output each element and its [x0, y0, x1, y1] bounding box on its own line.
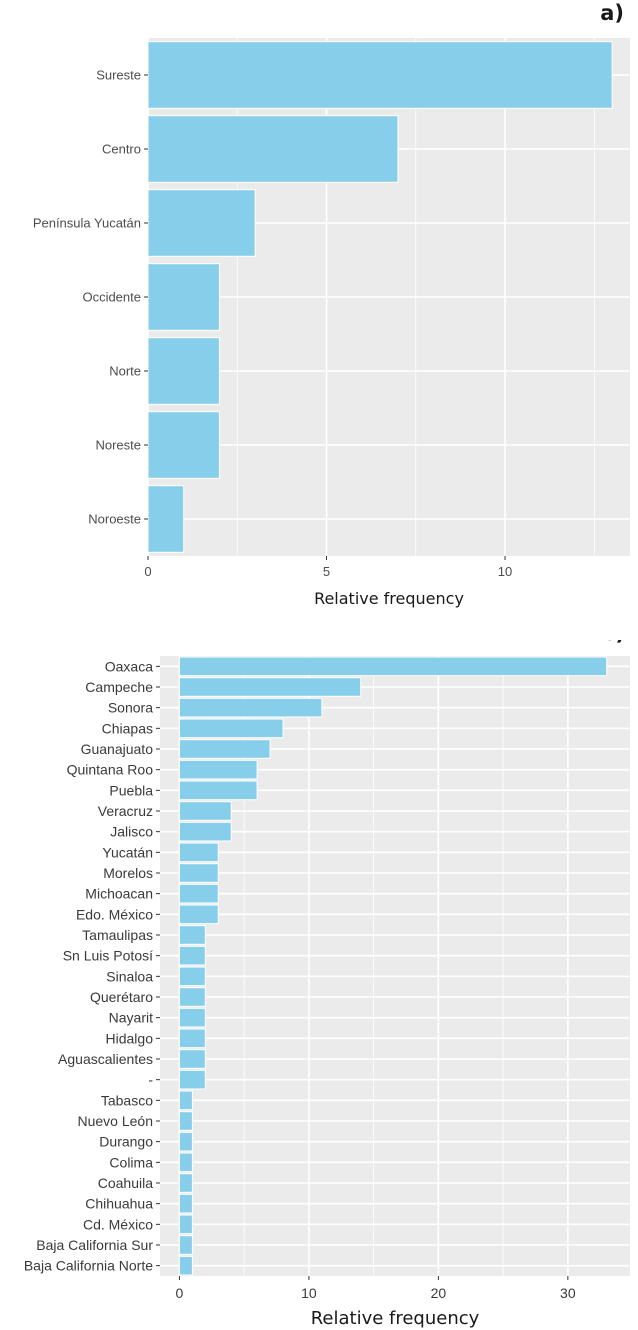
- bar-blank: [178, 1069, 206, 1090]
- bar-coahuila: [178, 1173, 193, 1193]
- bar-noroeste: [147, 485, 185, 553]
- bar-nuevo-leon: [178, 1111, 193, 1131]
- x-tick-label-b-30: 30: [560, 1285, 576, 1301]
- y-tick-label-baja-california-sur: Baja California Sur: [36, 1237, 153, 1253]
- plot-panel-b: [160, 656, 630, 1276]
- bar-centro: [147, 115, 399, 183]
- y-tick-label-colima: Colima: [109, 1154, 153, 1170]
- bar-tamaulipas: [178, 925, 206, 945]
- y-tick-label-veracruz: Veracruz: [98, 803, 153, 819]
- y-tick-label-cd-mexico: Cd. México: [83, 1216, 153, 1232]
- bar-colima: [178, 1152, 193, 1173]
- y-tick-label-nayarit: Nayarit: [109, 1010, 153, 1026]
- bar-durango: [178, 1131, 193, 1152]
- bar-peninsula-yucatan: [147, 189, 256, 257]
- x-tick-label-b-20: 20: [431, 1285, 447, 1301]
- bar-edo-mexico: [178, 904, 219, 925]
- bar-sn-luis-potosi: [178, 945, 206, 966]
- panel-label-b: b): [600, 640, 625, 645]
- bar-nayarit: [178, 1007, 206, 1028]
- chart-panel-b: Oaxaca Campeche Sonora Chiapas Guanajuato Qui…: [0, 640, 638, 1330]
- bar-morelos: [178, 863, 219, 883]
- y-tick-label-norte: Norte: [109, 364, 141, 379]
- panel-label-a: a): [600, 1, 624, 25]
- bar-quintana-roo: [178, 759, 258, 780]
- bar-jalisco: [178, 821, 232, 842]
- y-tick-label-hidalgo: Hidalgo: [106, 1030, 154, 1046]
- y-tick-label-coahuila: Coahuila: [98, 1175, 153, 1191]
- y-tick-label-tamaulipas: Tamaulipas: [82, 927, 153, 943]
- y-tick-label-chiapas: Chiapas: [102, 720, 153, 736]
- x-tick-label-a-10: 10: [498, 564, 512, 579]
- chart-panel-a: Sureste Centro Península Yucatán Occidente N…: [0, 0, 638, 612]
- y-tick-label-sinaloa: Sinaloa: [106, 968, 153, 984]
- y-tick-label-baja-california-norte: Baja California Norte: [24, 1258, 153, 1274]
- bar-hidalgo: [178, 1028, 206, 1049]
- bar-michoacan: [178, 883, 219, 904]
- y-tick-label-michoacan: Michoacan: [85, 886, 153, 902]
- bar-veracruz: [178, 801, 232, 821]
- y-tick-label-sn-luis-potosi: Sn Luis Potosí: [63, 948, 153, 964]
- bar-noreste: [147, 411, 220, 479]
- y-tick-label-noreste: Noreste: [95, 438, 141, 453]
- bar-occidente: [147, 263, 220, 331]
- bar-cd-mexico: [178, 1214, 193, 1235]
- y-tick-label-durango: Durango: [99, 1134, 153, 1150]
- x-tick-label-b-0: 0: [176, 1285, 184, 1301]
- y-tick-label-quintana-roo: Quintana Roo: [67, 762, 154, 778]
- chart-a-svg: Sureste Centro Península Yucatán Occidente N…: [33, 1, 630, 608]
- chart-b-svg: Oaxaca Campeche Sonora Chiapas Guanajuato Qui…: [24, 640, 630, 1329]
- y-tick-label-aguascalientes: Aguascalientes: [58, 1051, 153, 1067]
- y-tick-label-nuevo-leon: Nuevo León: [77, 1113, 153, 1129]
- y-tick-label-noroeste: Noroeste: [88, 512, 141, 527]
- y-tick-label-guanajuato: Guanajuato: [81, 741, 154, 757]
- bar-norte: [147, 337, 220, 405]
- bar-sureste: [147, 41, 613, 109]
- y-tick-label-centro: Centro: [102, 142, 141, 157]
- x-tick-label-b-10: 10: [301, 1285, 317, 1301]
- bar-yucatan: [178, 842, 219, 863]
- y-tick-label-blank: -: [148, 1072, 153, 1088]
- bar-chiapas: [178, 718, 284, 739]
- x-tick-label-a-5: 5: [323, 564, 330, 579]
- bar-baja-california-sur: [178, 1235, 193, 1255]
- y-tick-label-campeche: Campeche: [85, 679, 153, 695]
- bar-sinaloa: [178, 966, 206, 987]
- bar-baja-california-norte: [178, 1255, 193, 1276]
- y-tick-label-yucatan: Yucatán: [102, 844, 153, 860]
- y-tick-label-occidente: Occidente: [82, 290, 141, 305]
- x-axis-title-b: Relative frequency: [311, 1308, 480, 1329]
- y-tick-label-chihuahua: Chihuahua: [85, 1196, 153, 1212]
- y-tick-label-tabasco: Tabasco: [101, 1092, 153, 1108]
- y-tick-label-peninsula-yucatan: Península Yucatán: [33, 216, 141, 231]
- bar-chihuahua: [178, 1193, 193, 1214]
- bar-puebla: [178, 780, 258, 801]
- bar-tabasco: [178, 1090, 193, 1111]
- y-tick-label-jalisco: Jalisco: [110, 824, 153, 840]
- y-tick-label-oaxaca: Oaxaca: [105, 658, 153, 674]
- bar-aguascalientes: [178, 1049, 206, 1069]
- bar-guanajuato: [178, 739, 271, 759]
- bar-oaxaca: [178, 656, 608, 677]
- x-tick-label-a-0: 0: [144, 564, 151, 579]
- bar-queretaro: [178, 987, 206, 1007]
- y-tick-label-queretaro: Querétaro: [90, 989, 153, 1005]
- y-tick-label-puebla: Puebla: [109, 782, 153, 798]
- bar-sonora: [178, 697, 323, 718]
- y-tick-label-sonora: Sonora: [108, 700, 153, 716]
- y-tick-label-sureste: Sureste: [96, 68, 141, 83]
- x-axis-title-a: Relative frequency: [314, 589, 464, 608]
- y-tick-label-edo-mexico: Edo. México: [76, 906, 153, 922]
- bar-campeche: [178, 677, 362, 697]
- y-tick-label-morelos: Morelos: [103, 865, 153, 881]
